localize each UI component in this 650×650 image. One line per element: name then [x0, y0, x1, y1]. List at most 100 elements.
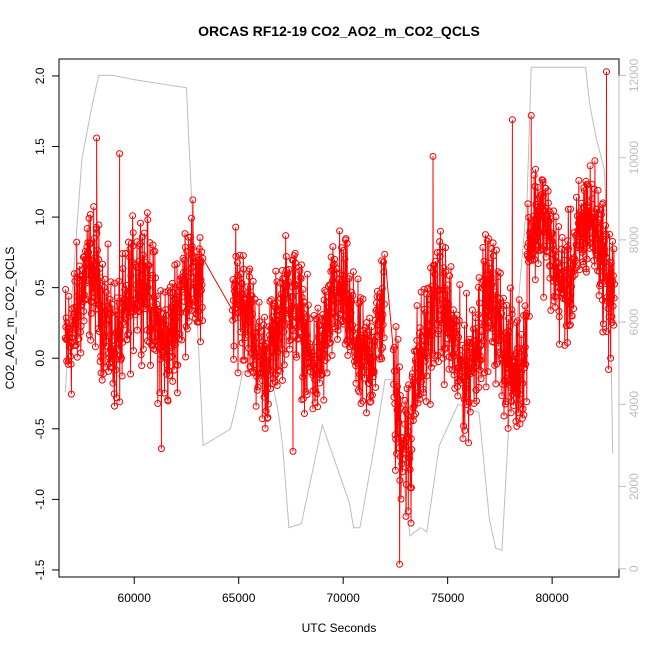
- red-series-point: [256, 356, 264, 364]
- red-series-point: [363, 361, 371, 369]
- red-series-point: [399, 455, 407, 463]
- red-series-point: [479, 277, 487, 284]
- red-series-point: [267, 296, 275, 304]
- x-tick-label: 70000: [326, 591, 360, 605]
- red-series-point: [299, 373, 307, 381]
- red-series-point: [191, 301, 199, 309]
- red-series-point: [422, 309, 430, 317]
- red-series-point: [468, 306, 476, 314]
- red-series-point: [412, 410, 420, 418]
- red-series-point: [565, 245, 573, 253]
- red-series-point: [71, 342, 79, 350]
- red-series-point: [83, 225, 91, 232]
- y-tick-label: -0.5: [33, 418, 47, 439]
- red-series-point: [606, 284, 614, 292]
- red-series-point: [181, 230, 189, 238]
- y2-tick-label: 8000: [627, 226, 641, 253]
- red-series-point: [604, 268, 612, 276]
- red-series-point: [271, 378, 279, 386]
- red-series-point: [324, 329, 332, 337]
- red-series-point: [508, 116, 516, 124]
- red-series-point: [416, 395, 424, 403]
- red-series-point: [250, 352, 258, 360]
- red-series-point: [142, 279, 150, 287]
- red-series-point: [487, 324, 495, 332]
- red-series-point: [522, 360, 530, 368]
- red-series-point: [184, 273, 192, 281]
- red-series-point: [99, 260, 106, 268]
- red-series-point: [595, 268, 603, 275]
- red-series-point: [230, 283, 238, 290]
- red-series-point: [600, 243, 608, 250]
- red-series-point: [584, 181, 592, 189]
- red-series-point: [364, 329, 372, 336]
- red-series-point: [252, 402, 260, 410]
- red-series-point: [336, 282, 344, 290]
- red-series-point: [263, 414, 271, 422]
- red-series-point: [487, 265, 494, 273]
- red-series-point: [276, 326, 284, 334]
- red-series-point: [74, 313, 82, 321]
- red-series-point: [196, 288, 204, 296]
- red-series-point: [610, 245, 618, 253]
- red-series-point: [170, 312, 178, 320]
- red-series-point: [264, 414, 272, 421]
- red-series-point: [325, 320, 333, 328]
- red-series-point: [102, 288, 110, 296]
- red-series-point: [550, 207, 558, 215]
- red-series-point: [120, 311, 128, 318]
- red-series-point: [238, 339, 246, 347]
- red-series-point: [594, 225, 602, 232]
- red-series-point: [410, 412, 418, 420]
- red-series-point: [196, 295, 204, 303]
- chart-title: ORCAS RF12-19 CO2_AO2_m_CO2_QCLS: [198, 23, 480, 39]
- red-series-point: [318, 371, 326, 379]
- red-series-point: [463, 376, 471, 384]
- red-series-point: [252, 332, 260, 340]
- red-series-point: [85, 331, 93, 339]
- red-series-point: [299, 285, 307, 293]
- red-series-point: [511, 377, 519, 385]
- red-series-point: [147, 361, 154, 369]
- red-series-point: [292, 281, 300, 289]
- red-series-point: [288, 293, 296, 301]
- red-series-point: [343, 337, 351, 345]
- red-series-point: [96, 328, 103, 336]
- red-series-point: [105, 367, 113, 375]
- red-series-point: [423, 352, 431, 360]
- red-series-point: [294, 334, 302, 342]
- red-series-point: [459, 435, 467, 442]
- red-series-point: [149, 274, 156, 282]
- red-series-point: [549, 242, 557, 250]
- red-series-point: [531, 276, 539, 284]
- red-series-point: [234, 272, 242, 280]
- red-series-point: [125, 329, 133, 337]
- red-series-point: [370, 369, 378, 377]
- red-series-point: [368, 323, 375, 331]
- red-series-point: [119, 265, 127, 273]
- red-series-point: [164, 287, 172, 295]
- red-series-point: [515, 401, 523, 409]
- red-series-point: [586, 162, 594, 170]
- red-series-point: [262, 388, 270, 396]
- red-series-point: [198, 248, 206, 256]
- red-series-point: [500, 412, 508, 420]
- red-series-point: [341, 281, 349, 289]
- red-series-point: [380, 300, 388, 308]
- red-series-point: [296, 302, 304, 310]
- red-series-point: [564, 237, 572, 245]
- red-series-point: [82, 259, 90, 267]
- red-series-point: [140, 262, 148, 270]
- red-series-point: [359, 397, 367, 405]
- red-series-point: [325, 282, 332, 290]
- red-series-point: [130, 347, 137, 355]
- y-tick-label: 0.5: [33, 279, 47, 296]
- red-series-point: [161, 389, 168, 397]
- red-series-point: [372, 384, 380, 391]
- red-series-point: [405, 446, 413, 454]
- red-series-point: [144, 262, 152, 270]
- red-series-point: [100, 310, 108, 317]
- red-series-point: [344, 351, 352, 359]
- red-series-point: [576, 266, 584, 274]
- red-series-point: [298, 396, 306, 404]
